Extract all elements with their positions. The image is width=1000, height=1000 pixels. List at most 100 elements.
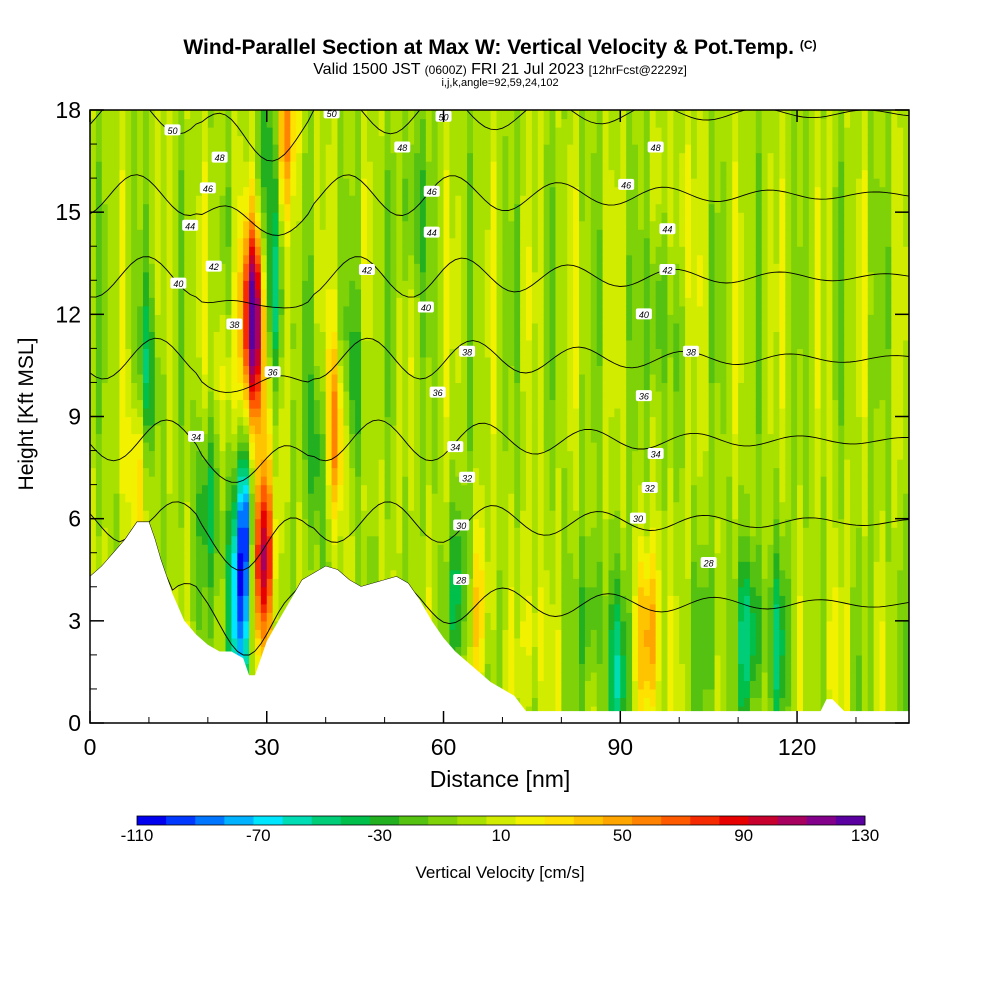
- velocity-cell: [490, 493, 498, 503]
- velocity-cell: [249, 178, 256, 188]
- velocity-cell: [443, 331, 451, 341]
- velocity-cell: [319, 433, 327, 443]
- velocity-cell: [414, 322, 421, 332]
- velocity-cell: [384, 348, 392, 358]
- velocity-cell: [160, 365, 168, 375]
- velocity-cell: [331, 186, 339, 196]
- velocity-cell: [331, 237, 339, 247]
- velocity-cell: [472, 127, 480, 137]
- velocity-cell: [290, 407, 297, 418]
- velocity-cell: [331, 552, 339, 562]
- velocity-cell: [137, 110, 144, 120]
- velocity-cell: [95, 527, 103, 537]
- velocity-cell: [178, 476, 185, 486]
- velocity-cell: [249, 118, 256, 128]
- velocity-cell: [425, 459, 433, 469]
- velocity-cell: [419, 322, 427, 332]
- velocity-cell: [414, 314, 421, 324]
- velocity-cell: [225, 169, 233, 179]
- velocity-cell: [278, 186, 286, 196]
- velocity-cell: [419, 135, 427, 145]
- velocity-cell: [490, 254, 498, 264]
- velocity-cell: [260, 127, 268, 137]
- velocity-cell: [443, 484, 451, 494]
- velocity-cell: [390, 348, 397, 358]
- velocity-cell: [119, 161, 126, 171]
- velocity-cell: [190, 322, 197, 332]
- velocity-cell: [207, 484, 215, 494]
- velocity-cell: [384, 127, 392, 137]
- velocity-cell: [455, 552, 462, 562]
- velocity-cell: [125, 382, 132, 392]
- velocity-cell: [190, 484, 197, 494]
- velocity-cell: [331, 331, 339, 341]
- velocity-cell: [414, 271, 421, 281]
- velocity-cell: [296, 271, 303, 281]
- velocity-cell: [237, 561, 244, 571]
- velocity-cell: [284, 161, 291, 171]
- velocity-cell: [113, 118, 121, 128]
- velocity-cell: [143, 484, 150, 494]
- velocity-cell: [443, 501, 451, 511]
- velocity-cell: [219, 127, 227, 137]
- velocity-cell: [414, 280, 421, 290]
- velocity-cell: [219, 467, 227, 477]
- velocity-cell: [249, 459, 256, 469]
- velocity-cell: [496, 501, 504, 511]
- velocity-cell: [284, 552, 291, 562]
- velocity-cell: [414, 407, 421, 418]
- velocity-cell: [101, 203, 109, 213]
- velocity-cell: [219, 637, 227, 647]
- velocity-cell: [237, 212, 244, 222]
- velocity-cell: [201, 331, 209, 341]
- velocity-cell: [408, 450, 415, 460]
- velocity-cell: [143, 348, 150, 358]
- velocity-cell: [472, 646, 480, 656]
- velocity-cell: [249, 297, 256, 307]
- velocity-cell: [278, 152, 286, 162]
- velocity-cell: [184, 178, 191, 188]
- velocity-cell: [396, 195, 403, 205]
- velocity-cell: [254, 365, 262, 375]
- velocity-cell: [484, 425, 492, 435]
- velocity-cell: [207, 229, 215, 239]
- velocity-cell: [349, 152, 356, 162]
- velocity-cell: [478, 578, 486, 588]
- velocity-cell: [190, 297, 197, 307]
- velocity-cell: [384, 484, 392, 494]
- velocity-cell: [284, 484, 291, 494]
- velocity-cell: [419, 229, 427, 239]
- velocity-cell: [213, 220, 221, 230]
- velocity-cell: [160, 484, 168, 494]
- velocity-cell: [101, 348, 109, 358]
- velocity-cell: [254, 144, 262, 154]
- velocity-cell: [166, 501, 174, 511]
- velocity-cell: [254, 561, 262, 571]
- velocity-cell: [237, 416, 244, 426]
- velocity-cell: [384, 390, 392, 401]
- velocity-cell: [148, 271, 156, 281]
- velocity-cell: [425, 127, 433, 137]
- velocity-cell: [90, 229, 97, 239]
- velocity-cell: [437, 603, 445, 613]
- velocity-cell: [296, 450, 303, 460]
- velocity-cell: [95, 246, 103, 256]
- velocity-cell: [461, 535, 468, 545]
- velocity-cell: [313, 467, 321, 477]
- velocity-cell: [172, 544, 179, 554]
- velocity-cell: [154, 501, 162, 511]
- velocity-cell: [355, 407, 362, 418]
- velocity-cell: [296, 110, 303, 120]
- velocity-cell: [213, 118, 221, 128]
- velocity-cell: [154, 135, 162, 145]
- velocity-cell: [231, 229, 238, 239]
- velocity-cell: [484, 220, 492, 230]
- velocity-cell: [419, 442, 427, 452]
- velocity-cell: [343, 527, 350, 537]
- velocity-cell: [160, 416, 168, 426]
- velocity-cell: [178, 186, 185, 196]
- velocity-cell: [390, 322, 397, 332]
- velocity-cell: [419, 493, 427, 503]
- velocity-cell: [154, 450, 162, 460]
- velocity-cell: [319, 356, 327, 367]
